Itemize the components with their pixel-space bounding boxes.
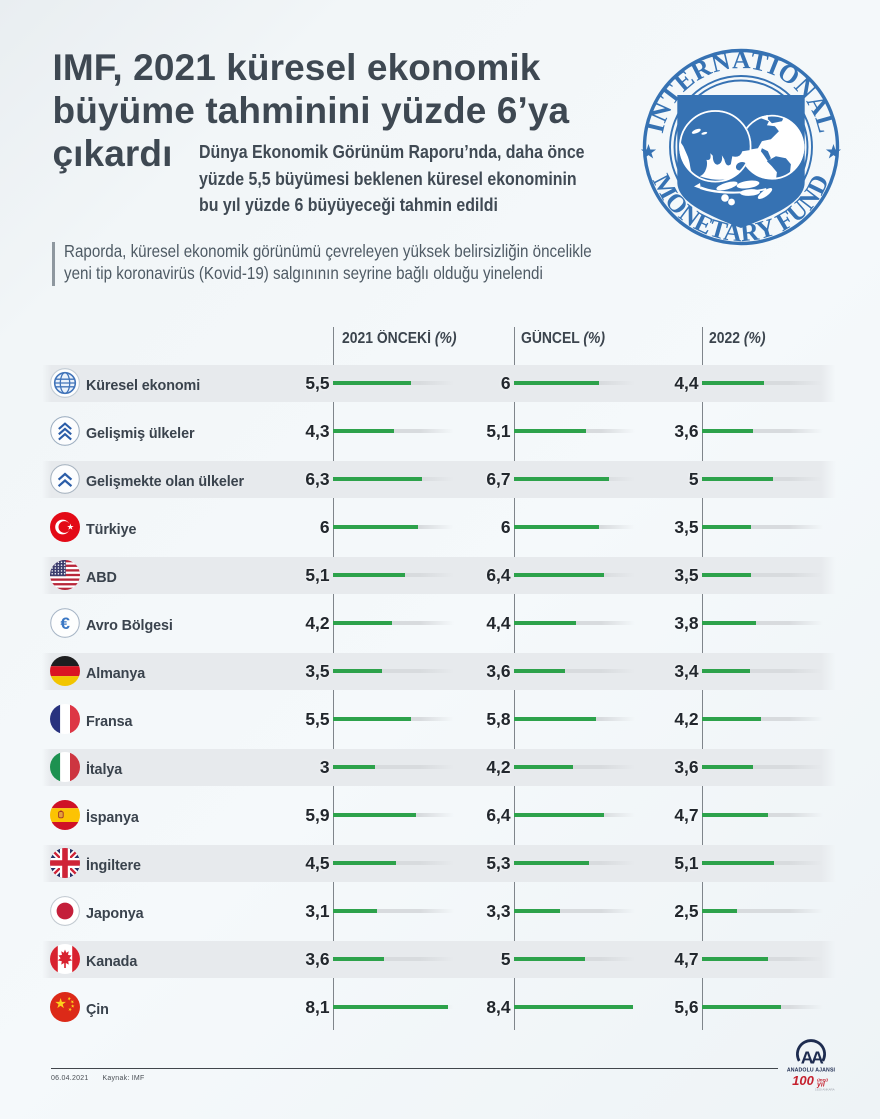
svg-text:1920 ANKARA: 1920 ANKARA	[815, 1088, 835, 1092]
svg-text:yıl: yıl	[816, 1082, 826, 1089]
svg-text:€: €	[60, 614, 70, 633]
svg-text:üncü: üncü	[817, 1078, 828, 1083]
svg-text:ANADOLU AJANSI: ANADOLU AJANSI	[787, 1067, 836, 1073]
svg-text:AA: AA	[801, 1048, 824, 1068]
svg-text:100: 100	[792, 1073, 814, 1088]
